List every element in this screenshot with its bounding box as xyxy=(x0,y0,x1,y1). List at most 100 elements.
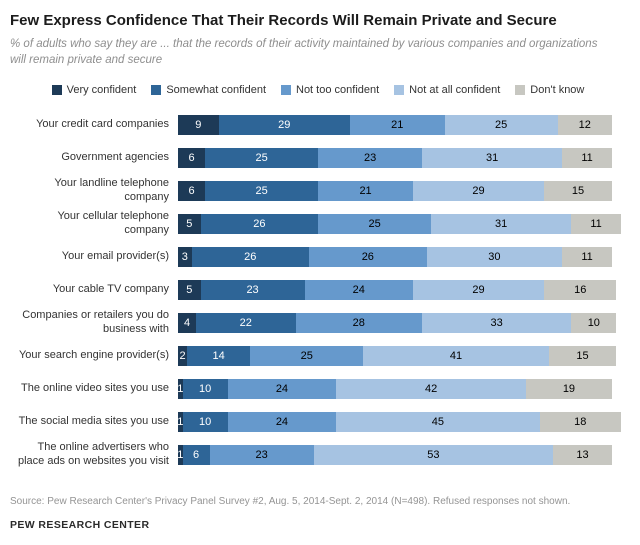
bar-segment-dont-know: 15 xyxy=(544,180,612,201)
legend-item-not-too-confident: Not too confident xyxy=(281,84,379,96)
row-label: The online advertisers who place ads on … xyxy=(17,440,169,467)
row-label: Your cable TV company xyxy=(52,282,169,295)
page-title: Few Express Confidence That Their Record… xyxy=(10,12,557,29)
bar-segment-not-at-all-confident: 53 xyxy=(313,444,554,465)
bar-segment-somewhat-confident: 25 xyxy=(205,180,319,201)
legend-label: Not too confident xyxy=(296,84,380,97)
chart-page: Few Express Confidence That Their Record… xyxy=(10,12,626,531)
bar-segment-not-too-confident: 24 xyxy=(304,279,414,300)
legend-label: Don't know xyxy=(530,84,585,97)
bar-segment-not-too-confident: 25 xyxy=(318,213,432,234)
bar-segment-not-at-all-confident: 45 xyxy=(336,411,540,432)
chart-row: Your email provider(s) 3 26 26 30 11 xyxy=(10,240,626,273)
bar-segment-very-confident: 5 xyxy=(178,279,201,300)
bar-segment-dont-know: 19 xyxy=(526,378,612,399)
bar-segment-not-too-confident: 21 xyxy=(318,180,414,201)
bar-segment-very-confident: 6 xyxy=(178,147,206,168)
bar-segment-not-too-confident: 28 xyxy=(295,312,423,333)
bar-segment-dont-know: 11 xyxy=(571,213,621,234)
bar-segment-not-too-confident: 24 xyxy=(227,378,337,399)
row-label: Government agencies xyxy=(61,150,169,163)
bar-segment-dont-know: 15 xyxy=(548,345,617,366)
bar-segment-not-too-confident: 24 xyxy=(227,411,337,432)
footer-brand: PEW RESEARCH CENTER xyxy=(10,518,150,531)
bar-segment-dont-know: 12 xyxy=(557,114,612,135)
stacked-bar: 6 25 23 31 11 xyxy=(178,147,630,168)
bar-segment-dont-know: 11 xyxy=(562,147,612,168)
stacked-bar: 1 6 23 53 13 xyxy=(177,444,630,465)
legend-item-dont-know: Don't know xyxy=(515,84,584,96)
bar-segment-very-confident: 4 xyxy=(178,312,197,333)
bar-segment-very-confident: 6 xyxy=(178,180,206,201)
stacked-bar: 4 22 28 33 10 xyxy=(178,312,630,333)
bar-segment-somewhat-confident: 14 xyxy=(187,345,251,366)
row-label: Your credit card companies xyxy=(36,117,169,130)
bar-segment-somewhat-confident: 25 xyxy=(205,147,319,168)
bar-segment-somewhat-confident: 10 xyxy=(182,378,228,399)
bar-segment-dont-know: 13 xyxy=(553,444,612,465)
legend-item-very-confident: Very confident xyxy=(51,84,137,97)
stacked-bar: 3 26 26 30 11 xyxy=(178,246,630,267)
bar-segment-somewhat-confident: 26 xyxy=(191,246,310,267)
bar-segment-not-at-all-confident: 31 xyxy=(422,147,563,168)
legend-label: Not at all confident xyxy=(409,84,501,97)
bar-segment-dont-know: 11 xyxy=(562,246,612,267)
legend: Very confident Somewhat confident Not too … xyxy=(10,84,626,96)
row-label: Your email provider(s) xyxy=(61,249,169,262)
bar-segment-not-at-all-confident: 41 xyxy=(363,345,549,366)
chart-row: Your cellular telephone company 5 26 25 31 11 xyxy=(10,207,626,240)
chart-row: Companies or retailers you do business w… xyxy=(10,306,626,339)
source-note: Source: Pew Research Center's Privacy Pa… xyxy=(10,496,571,508)
bar-segment-somewhat-confident: 10 xyxy=(182,411,228,432)
row-label: Companies or retailers you do business w… xyxy=(22,308,169,335)
chart-subtitle: % of adults who say they are ... that th… xyxy=(10,38,598,67)
bar-segment-not-at-all-confident: 29 xyxy=(413,180,545,201)
bar-segment-not-too-confident: 23 xyxy=(318,147,423,168)
row-label: The online video sites you use xyxy=(21,381,169,394)
legend-item-somewhat-confident: Somewhat confident xyxy=(151,84,266,96)
chart-row: The online video sites you use 1 10 24 42 19 xyxy=(10,372,626,405)
stacked-bar: 2 14 25 41 15 xyxy=(178,345,630,366)
bar-segment-somewhat-confident: 29 xyxy=(218,114,350,135)
bar-segment-dont-know: 16 xyxy=(544,279,617,300)
bar-segment-not-at-all-confident: 33 xyxy=(422,312,572,333)
chart: Your credit card companies 9 29 21 25 12 Gover… xyxy=(10,108,626,471)
legend-item-not-at-all-confident: Not at all confident xyxy=(394,84,500,96)
stacked-bar: 1 10 24 45 18 xyxy=(177,411,630,432)
bar-segment-not-at-all-confident: 25 xyxy=(444,114,558,135)
stacked-bar: 1 10 24 42 19 xyxy=(177,378,630,399)
row-label: Your cellular telephone company xyxy=(57,209,169,236)
legend-swatch-very-confident xyxy=(51,85,62,96)
chart-row: The online advertisers who place ads on … xyxy=(10,438,626,471)
bar-segment-very-confident: 3 xyxy=(178,246,192,267)
chart-row: Government agencies 6 25 23 31 11 xyxy=(10,141,626,174)
legend-label: Very confident xyxy=(66,84,137,97)
chart-row: Your credit card companies 9 29 21 25 12 xyxy=(10,108,626,141)
row-label: Your landline telephone company xyxy=(54,176,169,203)
legend-swatch-not-at-all-confident xyxy=(394,85,405,96)
bar-segment-dont-know: 18 xyxy=(539,411,621,432)
bar-segment-very-confident: 1 xyxy=(177,378,183,399)
bar-segment-very-confident: 1 xyxy=(177,444,183,465)
bar-segment-not-at-all-confident: 42 xyxy=(336,378,526,399)
bar-segment-somewhat-confident: 26 xyxy=(200,213,319,234)
legend-swatch-dont-know xyxy=(515,85,526,96)
bar-segment-not-at-all-confident: 30 xyxy=(426,246,563,267)
legend-swatch-somewhat-confident xyxy=(151,85,162,96)
stacked-bar: 5 23 24 29 16 xyxy=(178,279,630,300)
legend-label: Somewhat confident xyxy=(166,84,266,97)
legend-swatch-not-too-confident xyxy=(281,85,291,96)
bar-segment-very-confident: 2 xyxy=(178,345,188,366)
bar-segment-somewhat-confident: 6 xyxy=(182,444,210,465)
bar-segment-somewhat-confident: 22 xyxy=(196,312,296,333)
bar-segment-very-confident: 5 xyxy=(178,213,201,234)
bar-segment-not-too-confident: 25 xyxy=(250,345,364,366)
bar-segment-not-too-confident: 26 xyxy=(309,246,427,267)
chart-row: Your search engine provider(s) 2 14 25 41 15 xyxy=(10,339,626,372)
bar-segment-not-at-all-confident: 31 xyxy=(431,213,572,234)
stacked-bar: 9 29 21 25 12 xyxy=(178,114,630,135)
stacked-bar: 5 26 25 31 11 xyxy=(178,213,630,234)
bar-segment-not-too-confident: 21 xyxy=(349,114,445,135)
bar-segment-dont-know: 10 xyxy=(571,312,617,333)
bar-segment-not-too-confident: 23 xyxy=(209,444,314,465)
